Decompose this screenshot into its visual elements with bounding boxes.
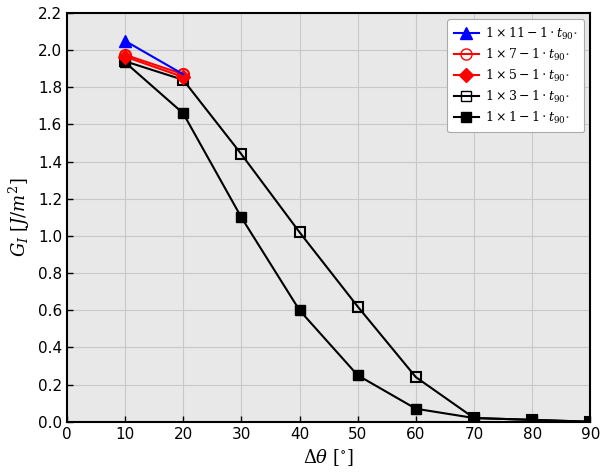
Y-axis label: $G_I\ [J/m^2]$: $G_I\ [J/m^2]$	[7, 178, 32, 257]
Legend: $1 \times 11 - 1 \cdot t_{90^\circ}$, $1 \times 7 - 1 \cdot t_{90^\circ}$, $1 \t: $1 \times 11 - 1 \cdot t_{90^\circ}$, $1…	[447, 19, 584, 132]
X-axis label: $\Delta\theta\ [^{\circ}]$: $\Delta\theta\ [^{\circ}]$	[304, 447, 354, 468]
